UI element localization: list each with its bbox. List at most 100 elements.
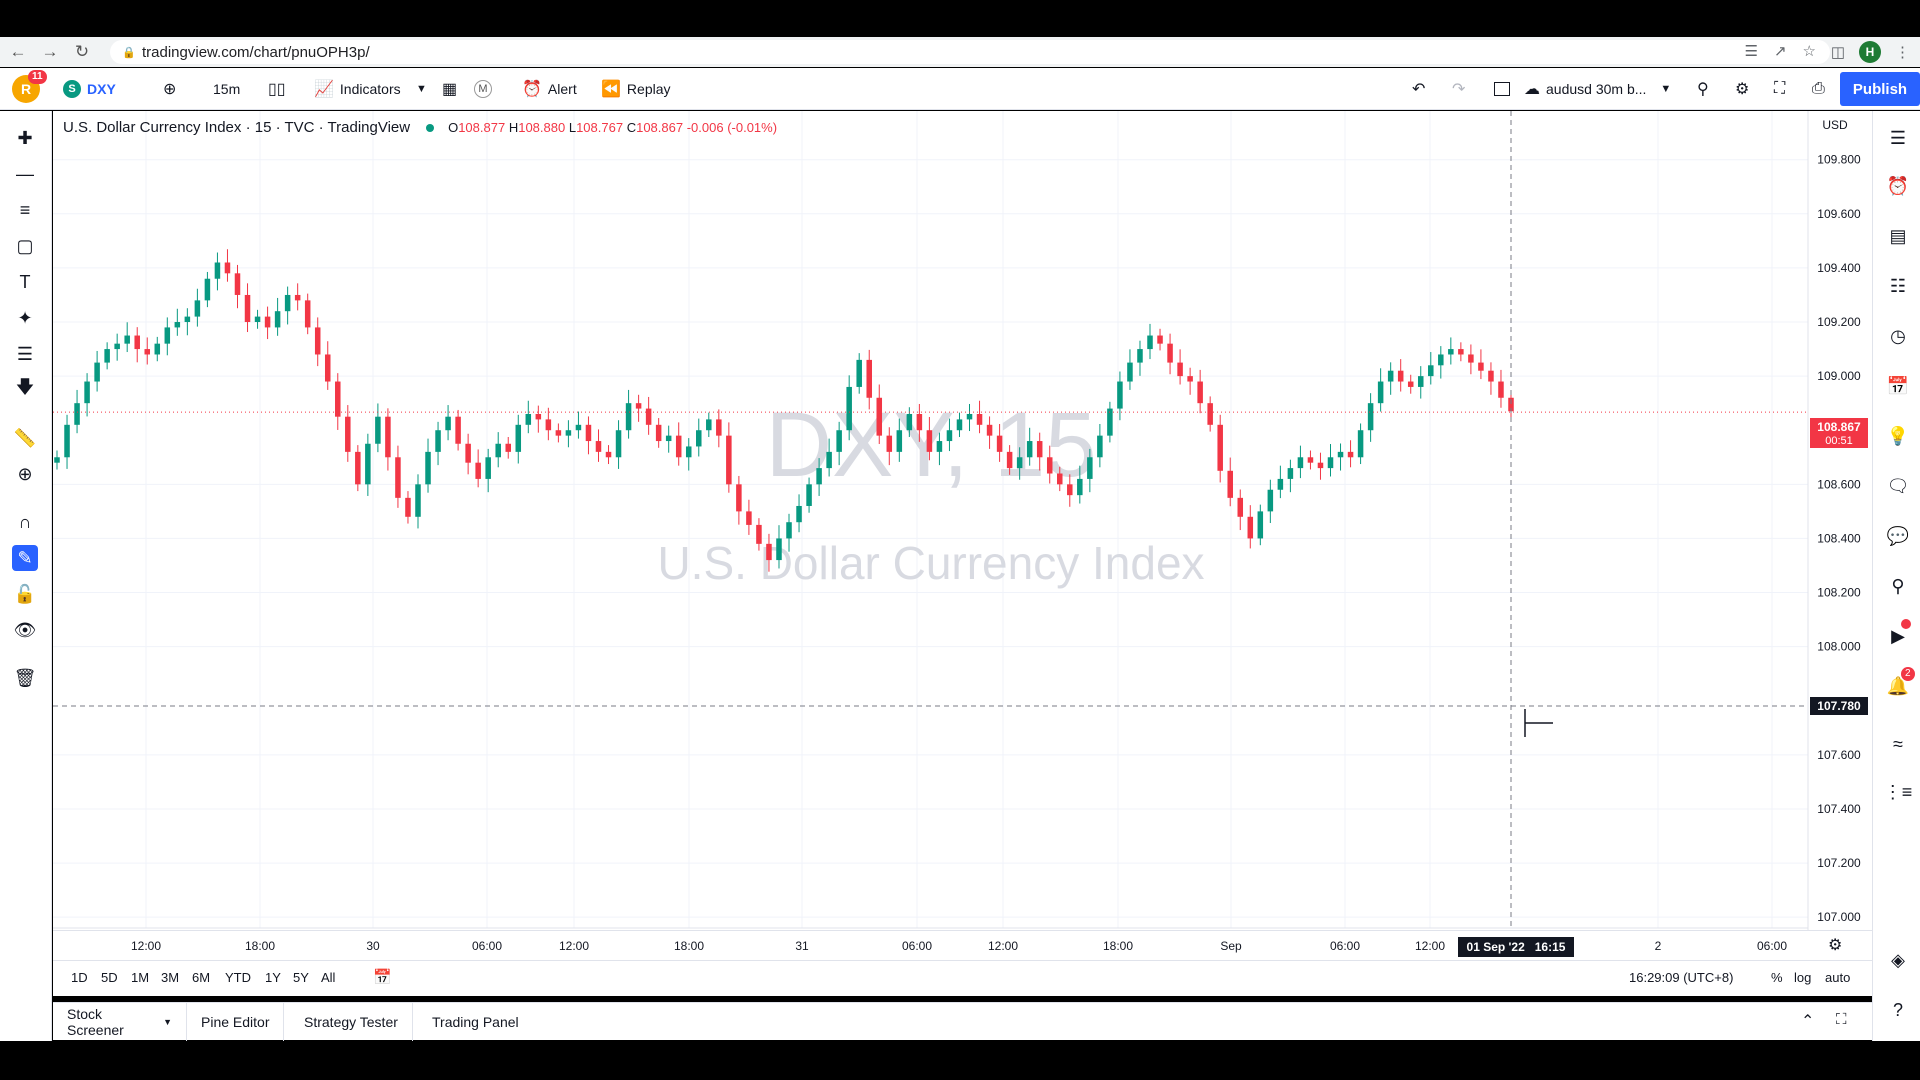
range-ytd[interactable]: YTD: [225, 970, 251, 985]
chats-icon[interactable]: 🗨: [1886, 475, 1910, 496]
magnet-icon[interactable]: ∩: [18, 511, 32, 532]
arrow-down-icon[interactable]: 🡇: [15, 377, 35, 397]
time-axis-strip[interactable]: 12:00 18:00 30 06:00 12:00 18:00 31 06:00 12:00 1…: [53, 930, 1872, 960]
profile-avatar[interactable]: H: [1859, 41, 1881, 63]
notifications-bell-icon[interactable]: 🔔 2: [1885, 667, 1915, 699]
browser-menu-icon[interactable]: ⋮: [1895, 44, 1910, 61]
tab-pine-editor[interactable]: Pine Editor: [187, 1003, 285, 1041]
hotlist-icon[interactable]: ◷: [1890, 325, 1906, 346]
hide-drawings-icon[interactable]: 👁: [13, 619, 37, 640]
layers-icon[interactable]: ◈: [1891, 949, 1905, 970]
snapshot-button[interactable]: ⎙: [1812, 68, 1825, 110]
live-broadcast-icon[interactable]: ▶: [1885, 619, 1911, 649]
streams-icon[interactable]: ⚲: [1891, 575, 1905, 596]
candle-body: [876, 397, 883, 436]
price-tick-label: 109.200: [1817, 315, 1861, 329]
share-icon[interactable]: ↗: [1773, 43, 1787, 60]
forward-icon[interactable]: →: [41, 42, 59, 61]
watchlist-icon[interactable]: ☰: [1889, 127, 1907, 148]
lock-drawings-icon[interactable]: 🔓: [13, 583, 37, 604]
bookmark-star-icon[interactable]: ☆: [1802, 43, 1816, 60]
maximize-panel-icon[interactable]: ⛶: [1836, 1011, 1847, 1028]
stay-in-drawing-mode-icon[interactable]: ✎: [12, 545, 38, 571]
chart-type-button[interactable]: ▯▯: [268, 68, 286, 110]
chart-legend[interactable]: U.S. Dollar Currency Index · 15 · TVC · …: [63, 119, 777, 136]
interval-button[interactable]: 15m: [213, 68, 240, 110]
axis-gear-icon[interactable]: ⚙: [1828, 937, 1843, 954]
calendar-icon[interactable]: 📅: [1886, 375, 1910, 396]
chevron-up-icon[interactable]: ⌃: [1801, 1013, 1815, 1030]
trash-icon[interactable]: 🗑: [13, 667, 37, 688]
log-scale-toggle[interactable]: log: [1794, 970, 1812, 985]
candle-body: [736, 484, 742, 512]
text-icon[interactable]: T: [19, 271, 31, 292]
crosshair-icon[interactable]: ✚: [17, 127, 33, 148]
data-window-icon[interactable]: ▤: [1889, 225, 1907, 246]
sidepanel-icon[interactable]: ◫: [1830, 44, 1845, 61]
pattern-icon[interactable]: ✦: [17, 307, 33, 328]
browser-bar: ← → ↻ 🔒 tradingview.com/chart/pnuOPH3p/ …: [0, 37, 1920, 67]
auto-scale-toggle[interactable]: auto: [1825, 970, 1851, 985]
search-button[interactable]: ⚲: [1697, 68, 1709, 110]
candle-body: [124, 335, 130, 344]
trading-line-icon[interactable]: ≈: [1893, 733, 1903, 754]
goto-date-icon[interactable]: 📅: [373, 969, 392, 986]
candle-body: [134, 335, 140, 350]
range-all[interactable]: All: [321, 970, 336, 985]
alerts-clock-icon[interactable]: ⏰: [1886, 175, 1910, 196]
undo-button[interactable]: ↶: [1412, 68, 1425, 110]
tab-trading-panel[interactable]: Trading Panel: [432, 1014, 519, 1030]
range-3m[interactable]: 3M: [161, 970, 180, 985]
fib-retracement-icon[interactable]: ≡: [19, 199, 31, 220]
candle-body: [485, 457, 491, 479]
candle-body: [966, 413, 973, 420]
object-tree-icon[interactable]: ⋮≡: [1883, 781, 1913, 802]
layout-name-button[interactable]: ☁ audusd 30m b... ▼: [1524, 68, 1671, 110]
help-icon[interactable]: ?: [1892, 999, 1903, 1020]
translate-icon[interactable]: ☰: [1744, 43, 1758, 60]
user-menu-avatar[interactable]: R 11: [12, 70, 47, 103]
candle-body: [605, 451, 612, 458]
messages-icon[interactable]: 💬: [1886, 525, 1910, 546]
indicators-dropdown[interactable]: ▼: [416, 68, 427, 110]
reload-icon[interactable]: ↻: [74, 42, 90, 61]
percent-scale-toggle[interactable]: %: [1771, 970, 1783, 985]
m-button[interactable]: M: [474, 68, 492, 110]
range-6m[interactable]: 6M: [192, 970, 211, 985]
ideas-bulb-icon[interactable]: 💡: [1886, 425, 1910, 446]
templates-button[interactable]: ▦: [442, 68, 457, 110]
redo-button[interactable]: ↷: [1452, 68, 1465, 110]
publish-button[interactable]: Publish: [1840, 72, 1920, 106]
tab-strategy-tester[interactable]: Strategy Tester: [290, 1003, 413, 1041]
ruler-icon[interactable]: 📏: [13, 427, 37, 448]
rectangle-icon[interactable]: ▢: [16, 235, 34, 256]
forecast-icon[interactable]: ☰: [16, 343, 34, 364]
trend-line-icon[interactable]: —: [16, 163, 34, 184]
compare-button[interactable]: ⊕: [163, 68, 176, 110]
settings-button[interactable]: ⚙: [1735, 68, 1749, 110]
time-tick-label: 31: [795, 939, 809, 953]
news-icon[interactable]: ☷: [1889, 275, 1907, 296]
replay-button[interactable]: ⏪ Replay: [601, 68, 671, 110]
market-status-dot[interactable]: [426, 123, 435, 132]
back-icon[interactable]: ←: [9, 42, 27, 61]
layout-select-button[interactable]: [1494, 68, 1510, 110]
clock-timezone[interactable]: 16:29:09 (UTC+8): [1629, 970, 1734, 985]
symbol-search-button[interactable]: S DXY: [63, 68, 116, 110]
zoom-in-icon[interactable]: ⊕: [17, 463, 33, 484]
candle-body: [1508, 397, 1514, 412]
range-1d[interactable]: 1D: [71, 970, 88, 985]
fullscreen-button[interactable]: ⛶: [1774, 68, 1785, 110]
indicators-button[interactable]: 📈 Indicators: [314, 68, 401, 110]
range-1m[interactable]: 1M: [131, 970, 150, 985]
range-5d[interactable]: 5D: [101, 970, 118, 985]
legend-title[interactable]: U.S. Dollar Currency Index · 15 · TVC · …: [63, 119, 411, 136]
address-bar[interactable]: 🔒 tradingview.com/chart/pnuOPH3p/ ☰ ↗ ☆: [110, 40, 1830, 64]
chart-pane[interactable]: DXY, 15 U.S. Dollar Currency Index 109.8…: [53, 111, 1872, 930]
range-1y[interactable]: 1Y: [265, 970, 281, 985]
tab-stock-screener[interactable]: Stock Screener ▼: [53, 1003, 187, 1041]
alert-button[interactable]: ⏰ Alert: [522, 68, 577, 110]
range-5y[interactable]: 5Y: [293, 970, 309, 985]
chart-canvas[interactable]: DXY, 15 U.S. Dollar Currency Index 109.8…: [53, 111, 1872, 930]
candle-body: [1006, 451, 1013, 469]
